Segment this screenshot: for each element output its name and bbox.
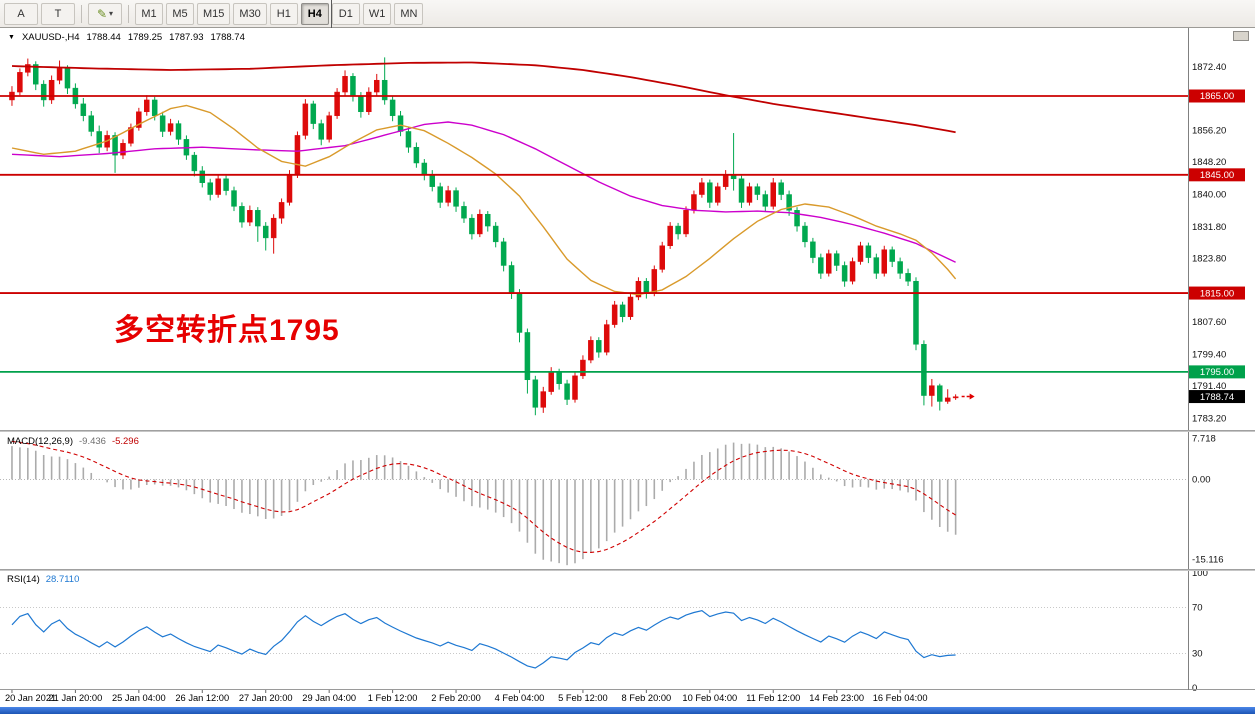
svg-text:29 Jan 04:00: 29 Jan 04:00: [302, 693, 356, 703]
timeframe-d1-button[interactable]: D1: [331, 2, 360, 25]
ohlc-high: 1789.25: [127, 32, 163, 43]
svg-text:1 Feb 12:00: 1 Feb 12:00: [368, 693, 418, 703]
svg-text:26 Jan 12:00: 26 Jan 12:00: [175, 693, 229, 703]
svg-text:5 Feb 12:00: 5 Feb 12:00: [558, 693, 608, 703]
timeframe-w1-button[interactable]: W1: [362, 2, 392, 25]
toolbar-separator: [128, 4, 129, 23]
svg-text:4 Feb 04:00: 4 Feb 04:00: [495, 693, 545, 703]
svg-text:-15.116: -15.116: [1192, 555, 1224, 566]
timeframe-mn-button[interactable]: MN: [394, 2, 424, 25]
svg-text:1856.20: 1856.20: [1192, 126, 1226, 137]
pivot-annotation: 多空转折点1795: [114, 314, 340, 347]
svg-text:100: 100: [1192, 568, 1208, 579]
text-tool-button[interactable]: T: [41, 2, 75, 25]
timeframe-h4-button[interactable]: H4: [300, 2, 329, 25]
svg-text:1865.00: 1865.00: [1200, 91, 1234, 102]
rsi-value: 28.7110: [45, 574, 80, 585]
timeframe-h1-button[interactable]: H1: [269, 2, 298, 25]
svg-text:25 Jan 04:00: 25 Jan 04:00: [112, 693, 166, 703]
svg-text:2 Feb 20:00: 2 Feb 20:00: [431, 693, 481, 703]
time-axis[interactable]: [0, 690, 1188, 707]
svg-text:7.718: 7.718: [1192, 433, 1216, 444]
svg-text:1845.00: 1845.00: [1200, 170, 1234, 181]
chevron-down-icon: ▾: [109, 9, 114, 18]
svg-text:1807.60: 1807.60: [1192, 317, 1226, 328]
toolbar: A T ✎ ▾ M1 M5 M15 M30 H1 H4 D1 W1 MN: [0, 0, 1255, 28]
svg-text:16 Feb 04:00: 16 Feb 04:00: [873, 693, 928, 703]
svg-text:8 Feb 20:00: 8 Feb 20:00: [622, 693, 672, 703]
chart-menu-icon[interactable]: ▼: [8, 34, 15, 41]
svg-text:11 Feb 12:00: 11 Feb 12:00: [746, 693, 800, 703]
svg-text:0.00: 0.00: [1192, 474, 1211, 485]
cursor-a-button[interactable]: A: [4, 2, 38, 25]
svg-text:20 Jan 2021: 20 Jan 2021: [5, 693, 56, 703]
taskbar-strip: [0, 707, 1255, 714]
macd-signal-value: -5.296: [111, 436, 139, 447]
svg-text:0: 0: [1192, 683, 1197, 694]
macd-label: MACD(12,26,9) -9.436 -5.296: [7, 436, 139, 447]
panel-splitter-macd[interactable]: [0, 430, 1255, 432]
svg-text:21 Jan 20:00: 21 Jan 20:00: [49, 693, 103, 703]
ohlc-close: 1788.74: [210, 32, 245, 43]
rsi-label: RSI(14) 28.7110: [7, 574, 79, 585]
svg-text:70: 70: [1192, 603, 1203, 614]
timeframe-m15-button[interactable]: M15: [197, 2, 231, 25]
rsi-name: RSI(14): [7, 574, 40, 585]
svg-text:1795.00: 1795.00: [1200, 367, 1234, 378]
svg-text:1823.80: 1823.80: [1192, 253, 1226, 264]
ohlc-open: 1788.44: [86, 32, 121, 43]
svg-text:10 Feb 04:00: 10 Feb 04:00: [682, 693, 737, 703]
svg-text:1791.40: 1791.40: [1192, 381, 1226, 392]
svg-text:1788.74: 1788.74: [1200, 392, 1234, 403]
svg-text:1815.00: 1815.00: [1200, 288, 1234, 299]
macd-name: MACD(12,26,9): [7, 436, 73, 447]
price-axis[interactable]: [1189, 28, 1255, 690]
pencil-icon: ✎: [96, 6, 108, 21]
ohlc-low: 1787.93: [169, 32, 204, 43]
svg-text:1872.40: 1872.40: [1192, 62, 1226, 73]
panel-splitter-rsi[interactable]: [0, 569, 1255, 571]
svg-text:1848.20: 1848.20: [1192, 157, 1226, 168]
svg-text:14 Feb 23:00: 14 Feb 23:00: [809, 693, 864, 703]
svg-text:27 Jan 20:00: 27 Jan 20:00: [239, 693, 293, 703]
symbol-period-label: XAUUSD-,H4: [21, 32, 80, 43]
svg-text:1831.80: 1831.80: [1192, 222, 1226, 233]
toolbar-separator: [81, 4, 82, 23]
svg-text:1783.20: 1783.20: [1192, 413, 1226, 424]
svg-text:30: 30: [1192, 649, 1203, 660]
drawing-tool-dropdown[interactable]: ✎ ▾: [88, 2, 122, 25]
svg-text:1799.40: 1799.40: [1192, 350, 1226, 361]
chart-header: ▼ XAUUSD-,H4 1788.44 1789.25 1787.93 178…: [8, 32, 245, 43]
timeframe-m30-button[interactable]: M30: [233, 2, 267, 25]
timeframe-m1-button[interactable]: M1: [135, 2, 163, 25]
timeframe-m5-button[interactable]: M5: [166, 2, 194, 25]
svg-text:1840.00: 1840.00: [1192, 190, 1226, 201]
toolbar-divider: [331, 0, 332, 28]
macd-main-value: -9.436: [79, 436, 106, 447]
chart-shift-marker: [1233, 31, 1249, 41]
